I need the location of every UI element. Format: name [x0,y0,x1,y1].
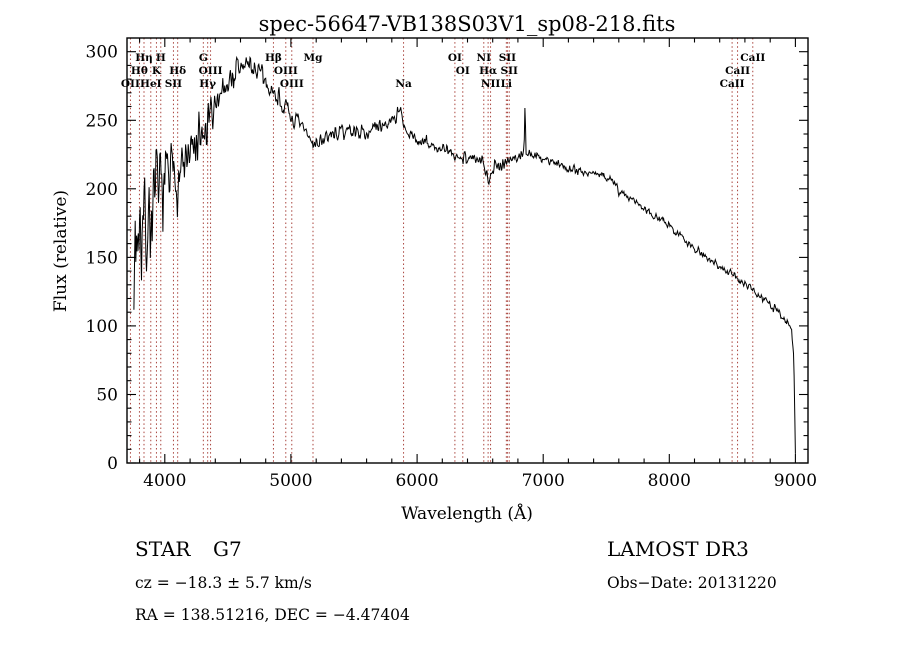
y-tick-label: 50 [96,386,118,406]
x-tick-label: 9000 [774,471,817,491]
subclass-label: G7 [213,537,242,561]
spectrum-line [133,55,796,454]
feature-label: NII [481,78,501,90]
y-tick-label: 150 [86,248,118,268]
feature-label: SII [499,52,516,64]
feature-label: SII [165,78,182,90]
feature-label: CaII [720,78,745,90]
axes [126,37,809,464]
x-tick-label: 6000 [395,471,438,491]
feature-label: OIII [199,65,223,77]
y-tick-label: 200 [86,180,118,200]
feature-label: OIII [274,65,298,77]
coords-value: RA = 138.51216, DEC = −4.47404 [135,606,410,624]
plot-title: spec-56647-VB138S03V1_sp08-218.fits [259,12,676,36]
feature-label: Hα [479,65,497,77]
x-tick-label: 5000 [269,471,312,491]
y-tick-label: 300 [86,43,118,63]
feature-label: Na [395,78,412,90]
feature-label: K [152,65,162,77]
x-tick-label: 7000 [522,471,565,491]
feature-label: H [156,52,166,64]
feature-label: Li [501,78,512,90]
feature-label: Hβ [265,52,282,64]
y-tick-label: 100 [86,317,118,337]
x-tick-label: 4000 [143,471,186,491]
feature-label: HeI [140,78,162,90]
feature-label: OII [121,78,140,90]
survey-label: LAMOST DR3 [607,537,749,561]
plot-layers: 4000 5000 6000 7000 8000 9000 0 50 100 150 200 250 3… [86,37,817,491]
y-tick-label: 250 [86,111,118,131]
feature-label: OI [456,65,470,77]
object-type-label: STAR [135,537,191,561]
feature-label: OIII [280,78,304,90]
feature-label: CaII [725,65,750,77]
feature-lines [129,38,754,463]
feature-label: OI [448,52,462,64]
cz-value: cz = −18.3 ± 5.7 km/s [135,574,312,592]
feature-label: Hγ [199,78,216,90]
axis-ticks [127,38,808,464]
y-axis-label: Flux (relative) [51,190,71,312]
tick-labels: 4000 5000 6000 7000 8000 9000 0 50 100 150 200 250 3… [86,43,817,491]
y-tick-label: 0 [107,454,118,474]
feature-label: SII [500,65,517,77]
feature-label: Hη [135,52,153,64]
x-tick-label: 8000 [648,471,691,491]
feature-label: CaII [740,52,765,64]
x-axis-label: Wavelength (Å) [401,503,533,524]
feature-label: Hδ [169,65,186,77]
feature-label: Mg [304,52,324,64]
feature-label: Hθ [131,65,148,77]
feature-label: NI [477,52,492,64]
feature-labels: OIIHθHηHeIKHSIIHδGHγOIIIHβOIIIOIIIMgNaOI… [121,52,765,90]
obs-date-value: Obs−Date: 20131220 [607,574,777,592]
feature-label: G [199,52,208,64]
